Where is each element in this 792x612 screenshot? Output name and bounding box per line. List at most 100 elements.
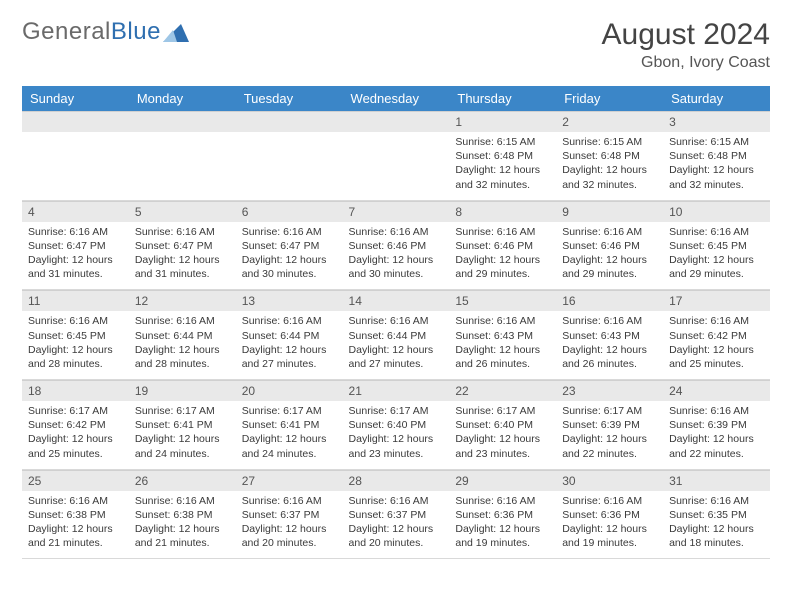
weekday-header: Friday — [556, 86, 663, 111]
day-number: 10 — [663, 201, 770, 222]
daylight-line: Daylight: 12 hours and 22 minutes. — [669, 432, 764, 460]
sunset-line: Sunset: 6:43 PM — [455, 329, 550, 343]
sunset-line: Sunset: 6:44 PM — [349, 329, 444, 343]
day-cell: 25Sunrise: 6:16 AMSunset: 6:38 PMDayligh… — [22, 469, 129, 559]
calendar-row: 18Sunrise: 6:17 AMSunset: 6:42 PMDayligh… — [22, 380, 770, 470]
sunrise-line: Sunrise: 6:16 AM — [669, 494, 764, 508]
header: GeneralBlue August 2024 Gbon, Ivory Coas… — [22, 18, 770, 72]
day-details — [22, 132, 129, 190]
day-cell: 2Sunrise: 6:15 AMSunset: 6:48 PMDaylight… — [556, 111, 663, 200]
day-details: Sunrise: 6:16 AMSunset: 6:36 PMDaylight:… — [449, 491, 556, 559]
day-cell: 11Sunrise: 6:16 AMSunset: 6:45 PMDayligh… — [22, 290, 129, 380]
day-number: 24 — [663, 380, 770, 401]
day-cell: 10Sunrise: 6:16 AMSunset: 6:45 PMDayligh… — [663, 200, 770, 290]
brand-part2: Blue — [111, 18, 161, 46]
empty-cell — [22, 111, 129, 200]
day-details: Sunrise: 6:16 AMSunset: 6:46 PMDaylight:… — [449, 222, 556, 290]
day-number: 31 — [663, 470, 770, 491]
sunrise-line: Sunrise: 6:17 AM — [455, 404, 550, 418]
day-number: 9 — [556, 201, 663, 222]
daylight-line: Daylight: 12 hours and 29 minutes. — [562, 253, 657, 281]
day-number: 13 — [236, 290, 343, 311]
sunrise-line: Sunrise: 6:16 AM — [669, 314, 764, 328]
day-cell: 29Sunrise: 6:16 AMSunset: 6:36 PMDayligh… — [449, 469, 556, 559]
day-cell: 8Sunrise: 6:16 AMSunset: 6:46 PMDaylight… — [449, 200, 556, 290]
daylight-line: Daylight: 12 hours and 20 minutes. — [242, 522, 337, 550]
day-details: Sunrise: 6:16 AMSunset: 6:37 PMDaylight:… — [236, 491, 343, 559]
day-cell: 12Sunrise: 6:16 AMSunset: 6:44 PMDayligh… — [129, 290, 236, 380]
day-cell: 4Sunrise: 6:16 AMSunset: 6:47 PMDaylight… — [22, 200, 129, 290]
day-number: 8 — [449, 201, 556, 222]
day-number: 3 — [663, 111, 770, 132]
day-number — [236, 111, 343, 132]
daylight-line: Daylight: 12 hours and 31 minutes. — [28, 253, 123, 281]
day-number — [129, 111, 236, 132]
day-number: 18 — [22, 380, 129, 401]
sunrise-line: Sunrise: 6:15 AM — [669, 135, 764, 149]
daylight-line: Daylight: 12 hours and 28 minutes. — [28, 343, 123, 371]
daylight-line: Daylight: 12 hours and 23 minutes. — [455, 432, 550, 460]
sunset-line: Sunset: 6:44 PM — [242, 329, 337, 343]
sunrise-line: Sunrise: 6:16 AM — [669, 404, 764, 418]
sunset-line: Sunset: 6:42 PM — [28, 418, 123, 432]
day-number: 11 — [22, 290, 129, 311]
brand-triangle-icon — [163, 22, 189, 42]
day-cell: 26Sunrise: 6:16 AMSunset: 6:38 PMDayligh… — [129, 469, 236, 559]
daylight-line: Daylight: 12 hours and 21 minutes. — [135, 522, 230, 550]
day-details: Sunrise: 6:17 AMSunset: 6:41 PMDaylight:… — [236, 401, 343, 469]
sunset-line: Sunset: 6:36 PM — [562, 508, 657, 522]
day-number: 5 — [129, 201, 236, 222]
sunset-line: Sunset: 6:47 PM — [28, 239, 123, 253]
weekday-header: Monday — [129, 86, 236, 111]
sunrise-line: Sunrise: 6:16 AM — [28, 314, 123, 328]
day-cell: 17Sunrise: 6:16 AMSunset: 6:42 PMDayligh… — [663, 290, 770, 380]
calendar-row: 4Sunrise: 6:16 AMSunset: 6:47 PMDaylight… — [22, 200, 770, 290]
day-details: Sunrise: 6:16 AMSunset: 6:36 PMDaylight:… — [556, 491, 663, 559]
day-details: Sunrise: 6:16 AMSunset: 6:45 PMDaylight:… — [663, 222, 770, 290]
daylight-line: Daylight: 12 hours and 29 minutes. — [455, 253, 550, 281]
sunrise-line: Sunrise: 6:16 AM — [455, 225, 550, 239]
day-cell: 13Sunrise: 6:16 AMSunset: 6:44 PMDayligh… — [236, 290, 343, 380]
day-details: Sunrise: 6:16 AMSunset: 6:35 PMDaylight:… — [663, 491, 770, 559]
day-number: 23 — [556, 380, 663, 401]
empty-cell — [236, 111, 343, 200]
day-details: Sunrise: 6:16 AMSunset: 6:37 PMDaylight:… — [343, 491, 450, 559]
page-title: August 2024 — [602, 18, 770, 52]
daylight-line: Daylight: 12 hours and 30 minutes. — [349, 253, 444, 281]
daylight-line: Daylight: 12 hours and 22 minutes. — [562, 432, 657, 460]
day-number: 19 — [129, 380, 236, 401]
day-number: 14 — [343, 290, 450, 311]
day-number: 30 — [556, 470, 663, 491]
day-number: 20 — [236, 380, 343, 401]
sunset-line: Sunset: 6:38 PM — [28, 508, 123, 522]
day-details: Sunrise: 6:17 AMSunset: 6:42 PMDaylight:… — [22, 401, 129, 469]
sunset-line: Sunset: 6:44 PM — [135, 329, 230, 343]
day-details: Sunrise: 6:16 AMSunset: 6:39 PMDaylight:… — [663, 401, 770, 469]
calendar-table: SundayMondayTuesdayWednesdayThursdayFrid… — [22, 86, 770, 559]
weekday-header: Tuesday — [236, 86, 343, 111]
weekday-header-row: SundayMondayTuesdayWednesdayThursdayFrid… — [22, 86, 770, 111]
daylight-line: Daylight: 12 hours and 27 minutes. — [242, 343, 337, 371]
sunrise-line: Sunrise: 6:16 AM — [669, 225, 764, 239]
sunrise-line: Sunrise: 6:16 AM — [28, 225, 123, 239]
daylight-line: Daylight: 12 hours and 19 minutes. — [455, 522, 550, 550]
sunrise-line: Sunrise: 6:16 AM — [455, 494, 550, 508]
day-cell: 24Sunrise: 6:16 AMSunset: 6:39 PMDayligh… — [663, 380, 770, 470]
daylight-line: Daylight: 12 hours and 32 minutes. — [455, 163, 550, 191]
day-number: 29 — [449, 470, 556, 491]
day-details: Sunrise: 6:16 AMSunset: 6:47 PMDaylight:… — [236, 222, 343, 290]
sunrise-line: Sunrise: 6:17 AM — [349, 404, 444, 418]
daylight-line: Daylight: 12 hours and 20 minutes. — [349, 522, 444, 550]
sunset-line: Sunset: 6:47 PM — [242, 239, 337, 253]
day-details: Sunrise: 6:16 AMSunset: 6:38 PMDaylight:… — [129, 491, 236, 559]
daylight-line: Daylight: 12 hours and 18 minutes. — [669, 522, 764, 550]
day-cell: 1Sunrise: 6:15 AMSunset: 6:48 PMDaylight… — [449, 111, 556, 200]
sunset-line: Sunset: 6:37 PM — [349, 508, 444, 522]
sunset-line: Sunset: 6:41 PM — [242, 418, 337, 432]
sunset-line: Sunset: 6:48 PM — [562, 149, 657, 163]
day-details: Sunrise: 6:15 AMSunset: 6:48 PMDaylight:… — [556, 132, 663, 200]
daylight-line: Daylight: 12 hours and 26 minutes. — [455, 343, 550, 371]
daylight-line: Daylight: 12 hours and 21 minutes. — [28, 522, 123, 550]
sunset-line: Sunset: 6:37 PM — [242, 508, 337, 522]
weekday-header: Wednesday — [343, 86, 450, 111]
